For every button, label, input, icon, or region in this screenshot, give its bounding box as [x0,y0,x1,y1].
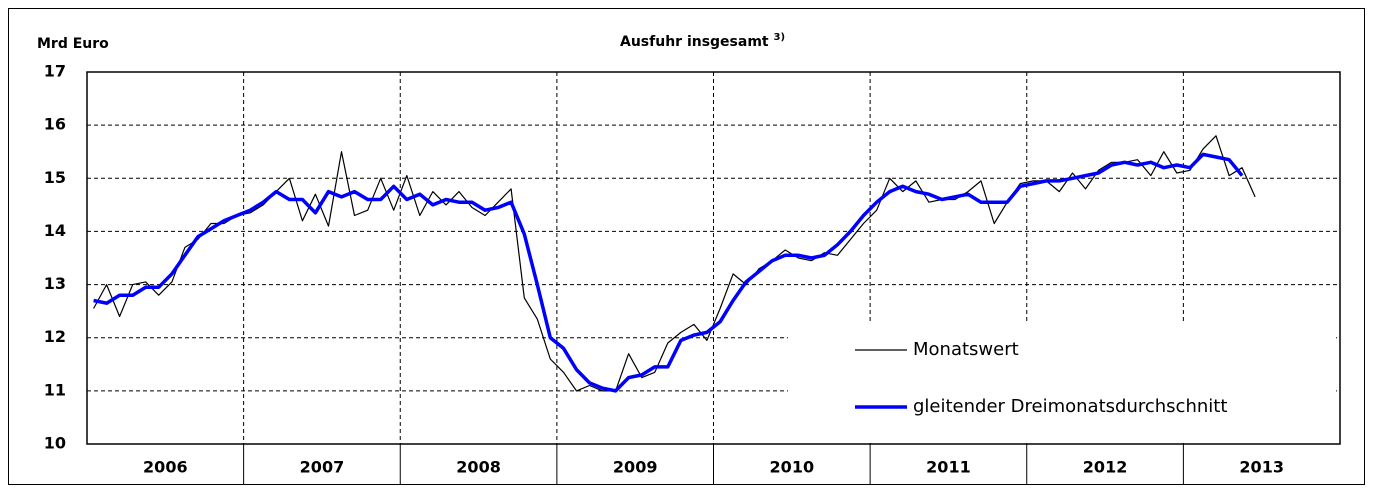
y-tick-label: 14 [44,221,66,240]
legend-label: gleitender Dreimonatsdurchschnitt [913,396,1227,417]
y-tick-label: 15 [44,168,66,187]
y-tick-label: 13 [44,274,66,293]
series-line [93,135,1256,392]
y-tick-label: 17 [44,62,66,81]
x-tick-label: 2013 [1239,458,1284,477]
x-tick-label: 2006 [143,458,188,477]
chart-title: Ausfuhr insgesamt 3) [620,32,785,50]
x-tick-label: 2012 [1083,458,1128,477]
x-tick-label: 2010 [770,458,815,477]
series-line [93,152,1244,393]
x-tick-label: 2009 [613,458,658,477]
y-tick-label: 12 [44,327,66,346]
title-text: Ausfuhr insgesamt [620,34,769,50]
y-tick-label: 11 [44,380,66,399]
y-tick-label: 16 [44,115,66,134]
x-tick-label: 2008 [456,458,501,477]
y-axis-label: Mrd Euro [37,36,109,52]
x-tick-label: 2011 [926,458,971,477]
legend-label: Monatswert [913,339,1019,360]
legend: Monatswert gleitender Dreimonatsdurchschn… [788,322,1336,440]
x-tick-label: 2007 [300,458,345,477]
title-note: 3) [774,32,786,43]
legend-box [788,322,1336,440]
plot-border [86,71,1341,445]
y-tick-label: 10 [44,434,66,453]
